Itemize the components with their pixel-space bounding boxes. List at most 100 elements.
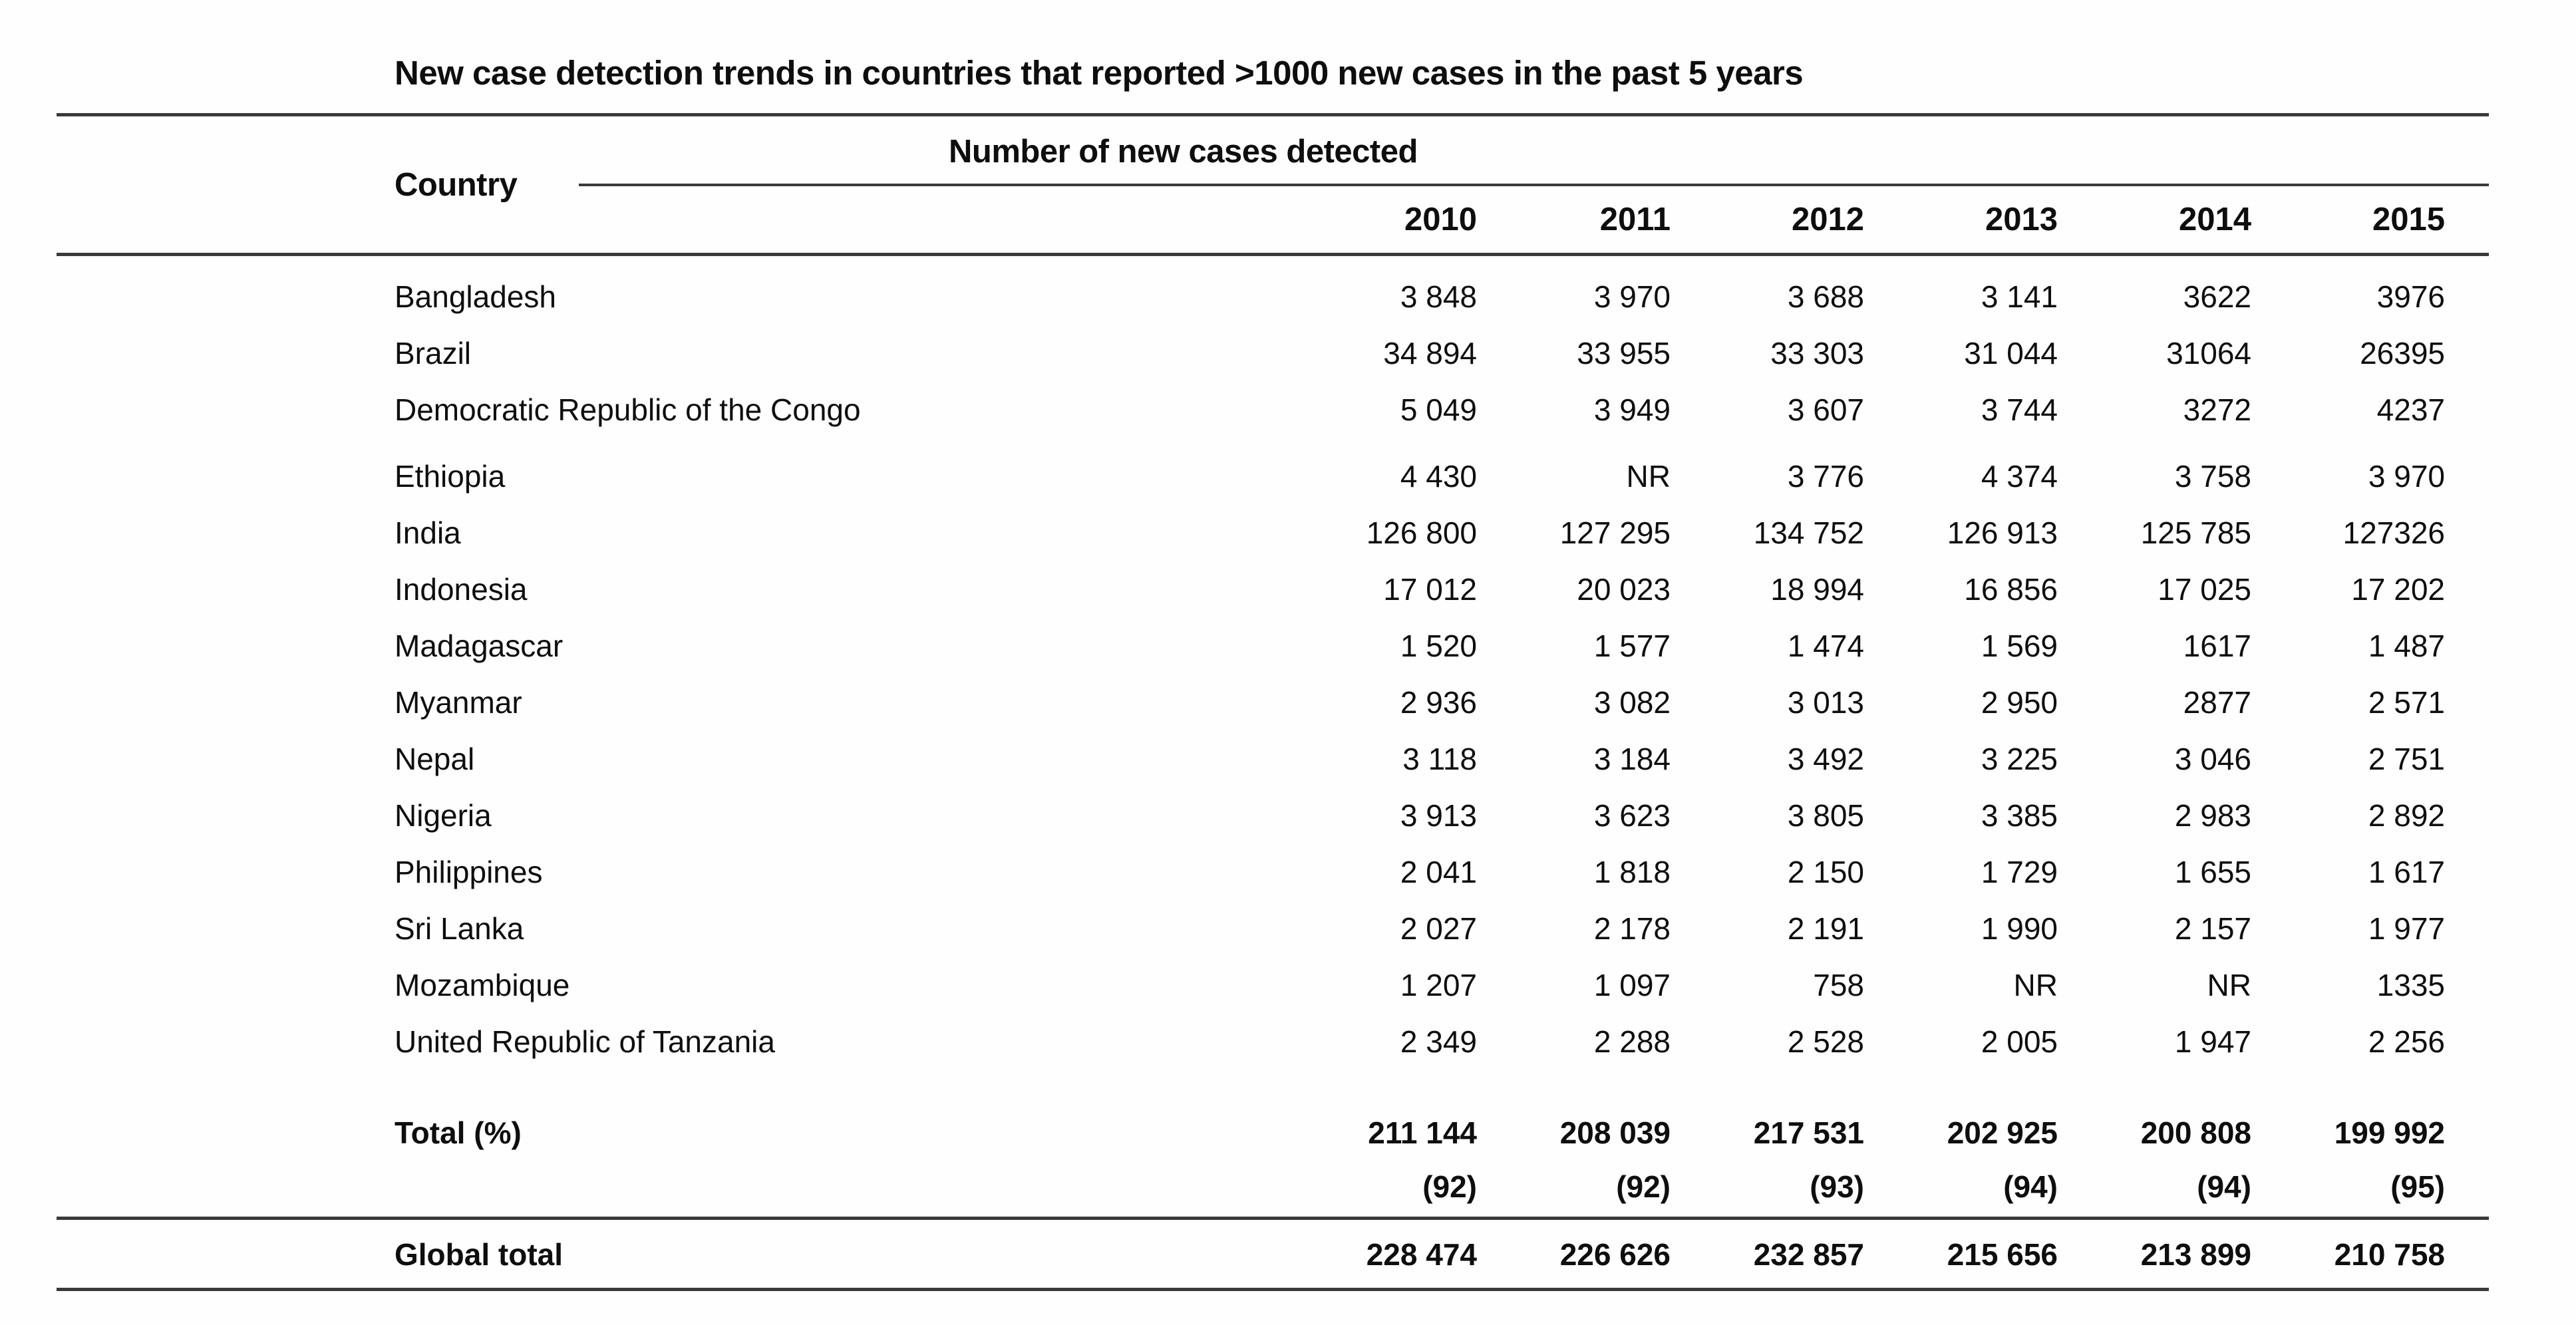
- group-header: Number of new cases detected: [949, 134, 1418, 170]
- value-cell: 2 751: [2368, 741, 2445, 776]
- year-header: 2014: [2178, 202, 2251, 237]
- value-cell: 125 785: [2140, 515, 2251, 550]
- country-cell: Brazil: [395, 335, 472, 370]
- value-cell: 199 992: [2334, 1115, 2445, 1150]
- global-total-top-rule: [57, 1217, 2489, 1220]
- value-cell: 1 977: [2368, 911, 2445, 946]
- year-header: 2015: [2372, 202, 2445, 237]
- value-cell: 1335: [2376, 967, 2445, 1002]
- value-cell: 5 049: [1400, 392, 1477, 427]
- value-cell: 2 256: [2368, 1024, 2445, 1059]
- value-cell: 1617: [2183, 628, 2251, 663]
- total-label: Total (%): [395, 1115, 522, 1150]
- value-cell: 33 303: [1770, 335, 1864, 370]
- value-cell: 3 385: [1981, 798, 2058, 833]
- value-cell: 1 569: [1981, 628, 2058, 663]
- value-cell: 127326: [2342, 515, 2446, 550]
- country-cell: Bangladesh: [395, 279, 556, 314]
- value-cell: 126 800: [1366, 515, 1477, 550]
- value-cell: 1 207: [1400, 967, 1477, 1002]
- year-header: 2012: [1791, 202, 1864, 237]
- table-row: Nigeria 3 913 3 623 3 805 3 385 2 983 2 892: [57, 787, 2489, 843]
- value-cell: 1 990: [1981, 911, 2058, 946]
- value-cell: 1 097: [1593, 967, 1671, 1002]
- global-total-row: Global total 228 474 226 626 232 857 215 656…: [57, 1223, 2489, 1286]
- value-cell: 127 295: [1559, 515, 1671, 550]
- value-cell: 1 577: [1593, 628, 1671, 663]
- country-cell: Sri Lanka: [395, 911, 524, 946]
- value-cell: NR: [2013, 967, 2058, 1002]
- country-cell: Madagascar: [395, 628, 564, 663]
- global-label: Global total: [395, 1237, 563, 1272]
- value-cell: 1 474: [1787, 628, 1864, 663]
- value-cell: 3 688: [1787, 279, 1864, 314]
- value-cell: 208 039: [1559, 1115, 1671, 1150]
- value-cell: 213 899: [2140, 1237, 2251, 1272]
- table-body: Bangladesh 3 848 3 970 3 688 3 141 3622 3976 Br…: [57, 268, 2489, 1286]
- value-cell: 126 913: [1947, 515, 2058, 550]
- country-cell: Indonesia: [395, 571, 528, 607]
- value-cell: 4 374: [1981, 458, 2058, 494]
- country-cell: United Republic of Tanzania: [395, 1024, 775, 1059]
- value-cell: 3976: [2376, 279, 2445, 314]
- table-row: Ethiopia 4 430 NR 3 776 4 374 3 758 3 970: [57, 448, 2489, 504]
- value-cell: 3 805: [1787, 798, 1864, 833]
- bottom-rule: [57, 1288, 2489, 1291]
- table-row: United Republic of Tanzania 2 349 2 288 2 5…: [57, 1013, 2489, 1070]
- table-row: Indonesia 17 012 20 023 18 994 16 856 17 025 1…: [57, 561, 2489, 617]
- value-cell: 1 617: [2368, 854, 2445, 889]
- value-cell: 4 430: [1400, 458, 1477, 494]
- value-cell: 217 531: [1753, 1115, 1864, 1150]
- value-cell: (95): [2390, 1169, 2445, 1204]
- value-cell: 228 474: [1366, 1237, 1477, 1272]
- country-cell: Philippines: [395, 854, 543, 889]
- value-cell: 2 983: [2174, 798, 2251, 833]
- value-cell: (92): [1616, 1169, 1671, 1204]
- value-cell: 226 626: [1559, 1237, 1671, 1272]
- value-cell: NR: [2207, 967, 2251, 1002]
- table-row: India 126 800 127 295 134 752 126 913 125 785…: [57, 504, 2489, 561]
- value-cell: 3 225: [1981, 741, 2058, 776]
- top-rule: [57, 113, 2489, 116]
- value-cell: 134 752: [1753, 515, 1864, 550]
- value-cell: 3 758: [2174, 458, 2251, 494]
- value-cell: 2 178: [1593, 911, 1671, 946]
- value-cell: 16 856: [1964, 571, 2058, 607]
- year-header-row: 2010 2011 2012 2013 2014 2015: [57, 200, 2489, 239]
- year-header: 2013: [1985, 202, 2058, 237]
- value-cell: 232 857: [1753, 1237, 1864, 1272]
- table-row: Philippines 2 041 1 818 2 150 1 729 1 655 1 61…: [57, 843, 2489, 900]
- value-cell: 200 808: [2140, 1115, 2251, 1150]
- value-cell: (94): [2197, 1169, 2251, 1204]
- value-cell: 2 936: [1400, 684, 1477, 720]
- year-header: 2011: [1599, 202, 1671, 237]
- table-row: Brazil 34 894 33 955 33 303 31 044 31064 26395: [57, 325, 2489, 381]
- value-cell: 2 157: [2174, 911, 2251, 946]
- value-cell: 202 925: [1947, 1115, 2058, 1150]
- value-cell: 3272: [2183, 392, 2251, 427]
- value-cell: 3 970: [2368, 458, 2445, 494]
- country-cell: Nigeria: [395, 798, 492, 833]
- value-cell: 3 607: [1787, 392, 1864, 427]
- value-cell: 3 184: [1593, 741, 1671, 776]
- total-percent-row: (92) (92) (93) (94) (94) (95): [57, 1161, 2489, 1213]
- value-cell: 20 023: [1577, 571, 1671, 607]
- value-cell: (93): [1810, 1169, 1864, 1204]
- table-row: Sri Lanka 2 027 2 178 2 191 1 990 2 157 1 977: [57, 900, 2489, 957]
- value-cell: 3 082: [1593, 684, 1671, 720]
- header-separator-rule: [57, 253, 2489, 256]
- value-cell: 4237: [2376, 392, 2445, 427]
- value-cell: 2 892: [2368, 798, 2445, 833]
- table-row: Bangladesh 3 848 3 970 3 688 3 141 3622 3976: [57, 268, 2489, 325]
- value-cell: 1 655: [2174, 854, 2251, 889]
- value-cell: 3 913: [1400, 798, 1477, 833]
- country-cell: Myanmar: [395, 684, 522, 720]
- value-cell: 3 776: [1787, 458, 1864, 494]
- value-cell: 18 994: [1770, 571, 1864, 607]
- value-cell: 1 487: [2368, 628, 2445, 663]
- value-cell: 3 623: [1593, 798, 1671, 833]
- value-cell: 3 848: [1400, 279, 1477, 314]
- value-cell: (94): [2003, 1169, 2058, 1204]
- value-cell: 2 041: [1400, 854, 1477, 889]
- value-cell: 3 492: [1787, 741, 1864, 776]
